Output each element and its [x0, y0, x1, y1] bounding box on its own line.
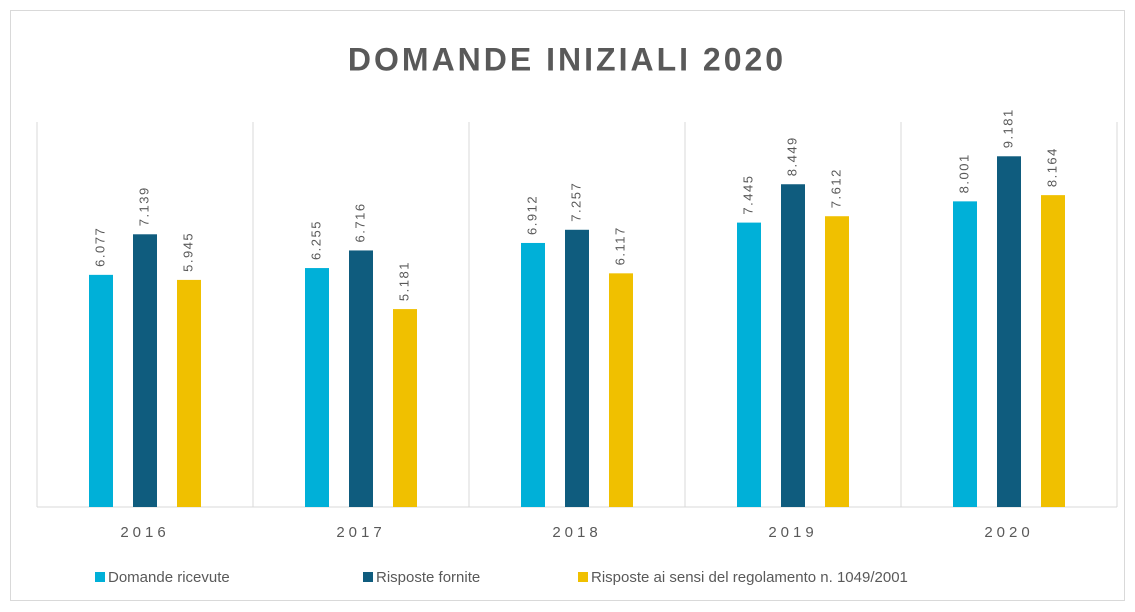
- bar: [1041, 195, 1065, 507]
- value-label: 6.255: [308, 220, 323, 260]
- bar: [565, 229, 589, 507]
- value-label: 6.912: [524, 195, 539, 235]
- value-label: 9.181: [1000, 108, 1015, 148]
- bar: [89, 274, 113, 507]
- legend-label: Risposte fornite: [376, 569, 480, 586]
- chart-title: DOMANDE INIZIALI 2020: [348, 41, 786, 77]
- bar: [781, 184, 805, 507]
- legend-swatch: [95, 572, 105, 582]
- bar: [737, 222, 761, 507]
- value-label: 5.945: [180, 232, 195, 272]
- legend-swatch: [578, 572, 588, 582]
- legend-label: Domande ricevute: [108, 569, 230, 586]
- value-label: 6.716: [352, 202, 367, 242]
- bar: [825, 216, 849, 507]
- value-label: 6.117: [612, 226, 627, 265]
- value-label: 5.181: [396, 261, 411, 301]
- x-tick-label: 2017: [336, 524, 385, 541]
- x-tick-label: 2018: [552, 524, 601, 541]
- bar: [133, 234, 157, 507]
- value-label: 7.139: [136, 186, 151, 226]
- bar: [609, 273, 633, 507]
- value-label: 8.001: [956, 153, 971, 193]
- value-label: 6.077: [92, 227, 107, 267]
- value-label: 7.612: [828, 168, 843, 208]
- bar: [521, 242, 545, 507]
- legend-swatch: [363, 572, 373, 582]
- bar: [393, 309, 417, 507]
- x-tick-label: 2019: [768, 524, 817, 541]
- bar: [997, 156, 1021, 507]
- x-tick-label: 2020: [984, 524, 1033, 541]
- value-label: 8.449: [784, 136, 799, 176]
- bar: [177, 279, 201, 507]
- x-tick-label: 2016: [120, 524, 169, 541]
- value-label: 8.164: [1044, 147, 1059, 187]
- legend-label: Risposte ai sensi del regolamento n. 104…: [591, 569, 908, 586]
- value-label: 7.257: [568, 182, 583, 222]
- value-label: 7.445: [740, 175, 755, 215]
- bar: [349, 250, 373, 508]
- bar: [305, 268, 329, 507]
- bar: [953, 201, 977, 507]
